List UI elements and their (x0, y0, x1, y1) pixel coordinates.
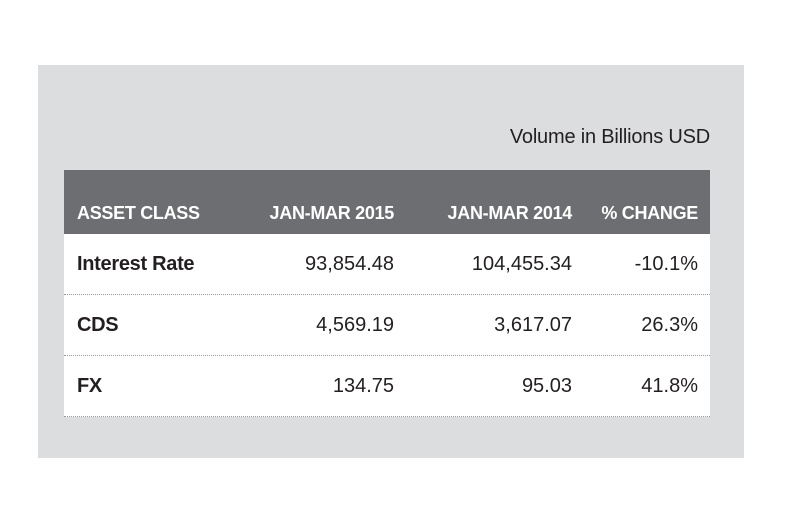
cell-jan-mar-2015: 4,569.19 (316, 313, 394, 336)
table-row-interest-rate: Interest Rate 93,854.48 104,455.34 -10.1… (64, 234, 710, 295)
cell-jan-mar-2014: 95.03 (521, 374, 572, 397)
cell-pct-change: -10.1% (634, 252, 698, 275)
cell-asset-class: Interest Rate (77, 252, 195, 275)
cell-jan-mar-2015: 134.75 (332, 374, 394, 397)
table-row-cds: CDS 4,569.19 3,617.07 26.3% (64, 295, 710, 356)
table-panel: Volume in Billions USD ASSET CLASS JAN-M… (38, 65, 744, 458)
header-asset-class: ASSET CLASS (77, 203, 200, 223)
cell-asset-class: FX (77, 374, 102, 397)
header-jan-mar-2015: JAN-MAR 2015 (269, 203, 395, 223)
cell-pct-change: 41.8% (641, 374, 698, 397)
cell-jan-mar-2014: 104,455.34 (471, 252, 572, 275)
header-pct-change: % CHANGE (601, 203, 698, 223)
table-caption: Volume in Billions USD (509, 126, 710, 148)
header-jan-mar-2014: JAN-MAR 2014 (447, 203, 573, 223)
cell-jan-mar-2014: 3,617.07 (494, 313, 572, 336)
cell-jan-mar-2015: 93,854.48 (305, 252, 394, 275)
table-row-fx: FX 134.75 95.03 41.8% (64, 356, 710, 417)
volume-table: ASSET CLASS JAN-MAR 2015 JAN-MAR 2014 % … (64, 170, 710, 417)
table-header-row: ASSET CLASS JAN-MAR 2015 JAN-MAR 2014 % … (64, 170, 710, 234)
cell-pct-change: 26.3% (641, 313, 698, 336)
cell-asset-class: CDS (77, 313, 119, 336)
